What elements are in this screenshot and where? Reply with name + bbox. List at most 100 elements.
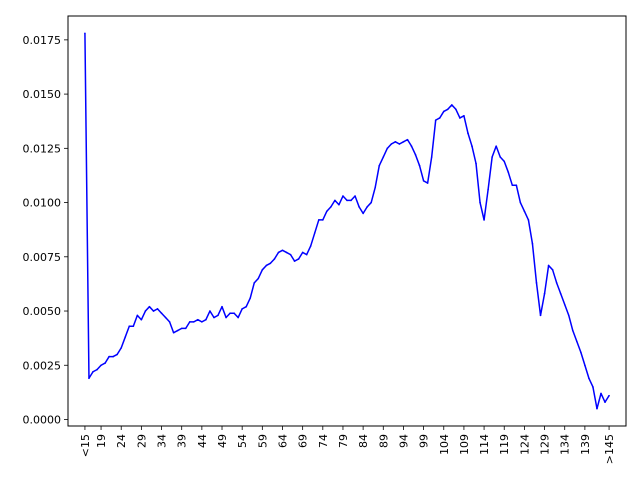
data-point: [491, 156, 493, 158]
data-point: [100, 364, 102, 367]
data-point: [434, 119, 437, 121]
data-point: [213, 316, 215, 319]
data-point: [160, 312, 163, 315]
data-point: [192, 321, 195, 323]
data-point: [273, 258, 276, 260]
x-tick-label: 134: [559, 434, 572, 455]
data-point: [108, 355, 110, 358]
data-point: [88, 377, 90, 380]
data-point: [467, 132, 469, 134]
data-point: [148, 305, 151, 308]
data-point: [382, 156, 385, 158]
data-point: [374, 186, 377, 189]
data-point: [555, 282, 558, 284]
x-tick-label: 89: [377, 434, 390, 448]
data-point: [362, 212, 364, 215]
data-point: [475, 162, 477, 165]
data-point: [84, 32, 86, 35]
data-point: [418, 164, 421, 167]
data-point: [221, 305, 223, 308]
data-point: [551, 269, 554, 271]
x-tick-label: 99: [418, 434, 431, 448]
data-point: [289, 253, 292, 256]
data-point: [442, 110, 445, 113]
data-point: [539, 314, 542, 317]
data-point: [438, 117, 441, 119]
data-point: [197, 318, 199, 321]
data-point: [604, 401, 606, 403]
data-point: [164, 316, 167, 319]
data-point: [233, 312, 235, 315]
data-point: [281, 249, 284, 252]
x-tick-label: 59: [256, 434, 269, 448]
data-point: [132, 325, 135, 328]
data-point: [309, 245, 312, 247]
x-tick-label: 114: [478, 434, 491, 455]
x-tick-label: 49: [216, 434, 229, 448]
data-point: [596, 407, 598, 410]
data-point: [253, 282, 256, 284]
x-tick-label: 104: [438, 434, 451, 455]
x-tick-label: 124: [518, 434, 531, 455]
data-point: [576, 340, 578, 343]
data-point: [410, 145, 413, 147]
data-point: [495, 145, 497, 147]
data-point: [487, 188, 489, 191]
x-tick-label: <15: [79, 434, 92, 457]
data-point: [592, 386, 594, 388]
series-layer: [84, 32, 610, 410]
data-point: [608, 394, 610, 397]
data-point: [584, 364, 586, 367]
y-tick-label: 0.0075: [23, 251, 62, 264]
data-point: [588, 377, 590, 380]
data-point: [422, 180, 425, 182]
x-tick-label: 54: [236, 434, 249, 448]
data-point: [257, 277, 260, 280]
data-point: [322, 219, 324, 221]
data-point: [406, 138, 409, 141]
data-point: [527, 219, 530, 221]
data-point: [370, 201, 372, 204]
data-point: [459, 117, 461, 119]
y-tick-label: 0.0150: [23, 88, 62, 101]
y-tick-label: 0.0025: [23, 359, 62, 372]
data-point: [92, 370, 94, 373]
data-point: [519, 201, 522, 204]
data-point: [463, 114, 465, 117]
data-point: [249, 297, 252, 299]
y-axis: 0.0000 0.0025 0.0050 0.0075 0.0100 0.0125 0.01…: [23, 34, 68, 426]
data-point: [479, 201, 481, 204]
x-tick-label: 39: [176, 434, 189, 448]
data-point: [176, 329, 179, 332]
data-point: [209, 310, 211, 312]
x-tick-label: 24: [115, 434, 128, 448]
data-point: [499, 156, 502, 158]
data-point: [342, 195, 344, 197]
x-tick-label: 94: [397, 434, 410, 448]
data-point: [511, 184, 514, 187]
y-tick-label: 0.0050: [23, 305, 62, 318]
data-point: [120, 347, 123, 349]
data-point: [116, 353, 118, 356]
data-point: [507, 171, 510, 173]
data-point: [205, 318, 207, 321]
data-point: [571, 329, 574, 332]
data-point: [426, 182, 429, 184]
data-point: [128, 325, 131, 328]
data-point: [180, 327, 183, 330]
data-point: [297, 258, 300, 260]
y-tick-label: 0.0125: [23, 142, 62, 155]
x-tick-label: 44: [196, 434, 209, 448]
data-point: [346, 199, 348, 202]
data-point: [567, 314, 570, 317]
data-point: [152, 310, 155, 312]
data-point: [338, 203, 340, 206]
data-point: [386, 147, 389, 150]
x-tick-label: 74: [317, 434, 330, 448]
data-point: [104, 362, 106, 364]
data-point: [313, 232, 316, 234]
data-point: [293, 260, 296, 262]
data-point: [269, 262, 272, 265]
data-point: [531, 242, 534, 245]
